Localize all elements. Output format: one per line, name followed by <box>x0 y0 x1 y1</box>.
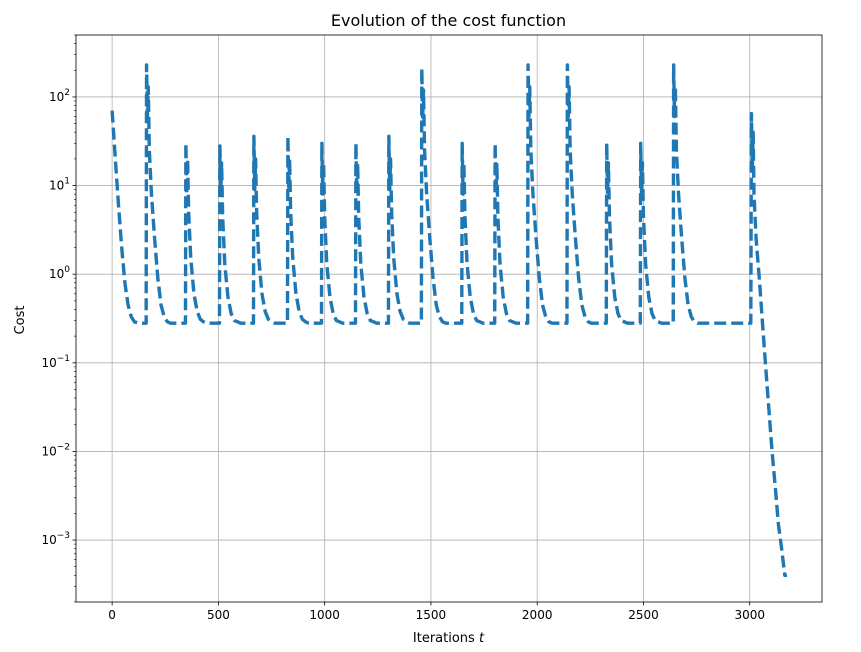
x-axis-label: Iterations t <box>413 631 485 646</box>
y-tick-label: 102 <box>49 88 70 104</box>
grid-lines <box>76 35 822 602</box>
x-tick-label: 0 <box>108 608 116 622</box>
y-tick-label: 10−2 <box>41 442 70 458</box>
y-tick-base: 10 <box>49 90 64 104</box>
plot-frame <box>75 34 823 603</box>
x-tick-label: 1000 <box>309 608 340 622</box>
axis-ticks: 0 500 1000 1500 2000 2500 300010−310−210−11001… <box>41 34 765 622</box>
x-tick-label: 2000 <box>522 608 553 622</box>
y-tick-exponent: −1 <box>57 354 70 364</box>
y-tick-base: 10 <box>49 267 64 281</box>
y-tick-exponent: −2 <box>57 442 70 452</box>
x-axis-label-text: Iterations <box>413 631 479 646</box>
chart-title: Evolution of the cost function <box>331 11 566 30</box>
y-tick-exponent: 0 <box>64 265 70 275</box>
y-tick-base: 10 <box>41 444 56 458</box>
y-tick-label: 101 <box>49 177 70 193</box>
x-tick-label: 3000 <box>734 608 765 622</box>
y-tick-label: 10−3 <box>41 531 70 547</box>
y-tick-base: 10 <box>49 179 64 193</box>
y-axis-label: Cost <box>13 306 28 335</box>
series-line-0 <box>110 63 787 578</box>
y-tick-label: 100 <box>49 265 70 281</box>
y-tick-base: 10 <box>41 356 56 370</box>
y-tick-exponent: 1 <box>64 177 70 187</box>
series-layer <box>110 63 787 578</box>
y-tick-exponent: 2 <box>64 88 70 98</box>
x-axis-label-var: t <box>479 631 485 646</box>
x-tick-label: 1500 <box>416 608 447 622</box>
x-tick-label: 500 <box>207 608 230 622</box>
y-tick-exponent: −3 <box>57 531 70 541</box>
y-tick-label: 10−1 <box>41 354 70 370</box>
y-tick-base: 10 <box>41 533 56 547</box>
x-tick-label: 2500 <box>628 608 659 622</box>
